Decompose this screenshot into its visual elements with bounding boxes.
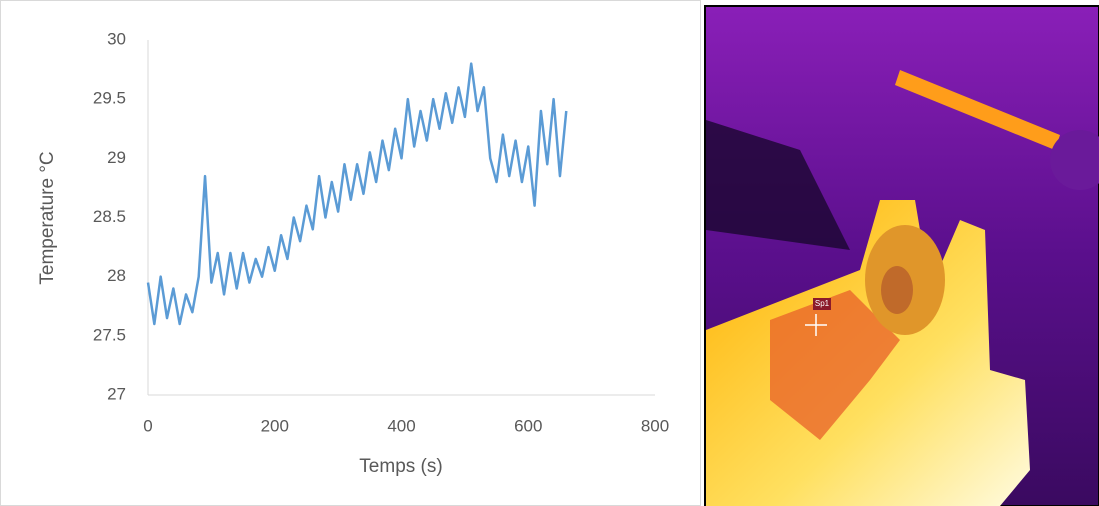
x-tick-label: 800	[641, 416, 669, 435]
y-tick-label: 28.5	[93, 207, 126, 226]
thermal-image: Sp1	[704, 5, 1099, 506]
y-tick-label: 29	[107, 148, 126, 167]
chart: Temps (s) Temperature °C 27 27.5 28 28.5 29 2…	[37, 29, 669, 477]
y-tick-label: 30	[107, 29, 126, 48]
x-tick-label: 600	[514, 416, 542, 435]
x-tick-label: 0	[143, 416, 152, 435]
x-axis-title: Temps (s)	[359, 456, 442, 477]
y-tick-label: 27.5	[93, 325, 126, 344]
y-tick-label: 28	[107, 266, 126, 285]
x-tick-label: 200	[261, 416, 289, 435]
chart-border	[0, 0, 701, 506]
x-tick-label: 400	[387, 416, 415, 435]
y-tick-label: 27	[107, 384, 126, 403]
data-line	[146, 62, 568, 326]
y-tick-label: 29.5	[93, 89, 126, 108]
y-axis-title: Temperature °C	[37, 151, 58, 284]
spot-label: Sp1	[815, 299, 830, 308]
